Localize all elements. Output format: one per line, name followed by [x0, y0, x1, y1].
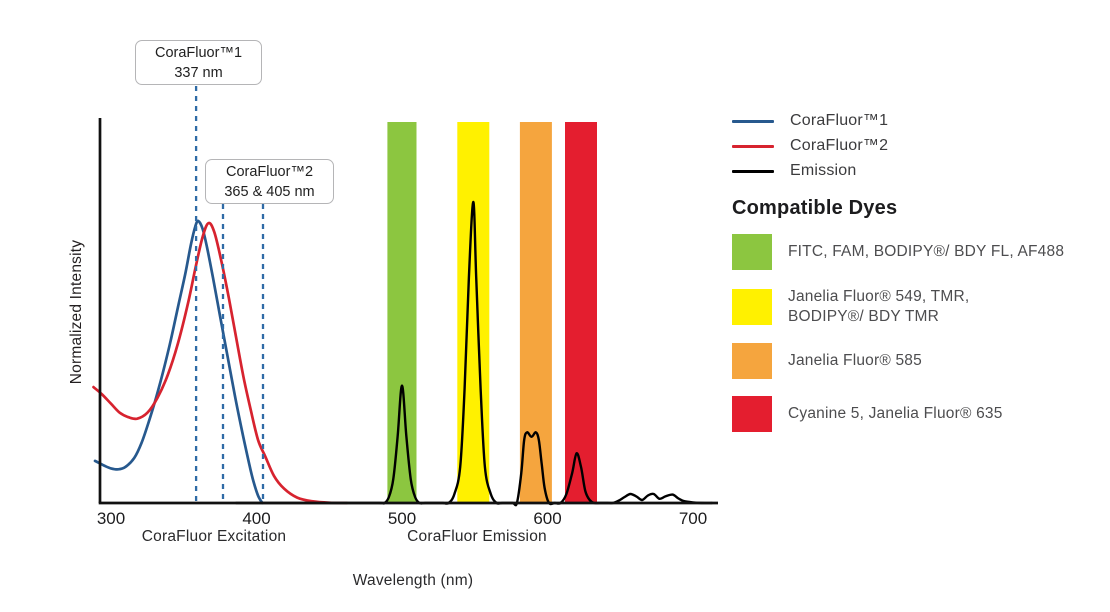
dye-color-swatch-red — [732, 396, 772, 433]
legend-line-emission — [732, 169, 774, 173]
callout-corafluor2-title: CoraFluor™2 — [225, 163, 314, 180]
legend-line-corafluor2 — [732, 144, 774, 148]
dye-row-red: Cyanine 5, Janelia Fluor® 635 — [732, 396, 1104, 433]
x-tick-label: 500 — [388, 509, 416, 528]
dye-row-yellow: Janelia Fluor® 549, TMR, BODIPY®/ BDY TM… — [732, 287, 1104, 326]
emission-filter-band-0 — [387, 122, 417, 503]
callout-corafluor2-wavelength: 365 & 405 nm — [224, 183, 315, 200]
legend-line-corafluor1 — [732, 119, 774, 123]
dye-label-yellow: Janelia Fluor® 549, TMR, BODIPY®/ BDY TM… — [788, 288, 970, 325]
x-tick-label: 300 — [97, 509, 125, 528]
dye-row-orange: Janelia Fluor® 585 — [732, 343, 1104, 380]
callout-corafluor2: CoraFluor™2 365 & 405 nm — [205, 159, 334, 204]
callout-corafluor1-wavelength: 337 nm — [174, 64, 223, 81]
callout-corafluor1-title: CoraFluor™1 — [154, 44, 243, 61]
dye-color-swatch-orange — [732, 343, 772, 380]
dye-label-green: FITC, FAM, BODIPY®/ BDY FL, AF488 — [788, 243, 1065, 261]
dye-label-red: Cyanine 5, Janelia Fluor® 635 — [788, 405, 1003, 423]
emission-axis-caption: CoraFluor Emission — [407, 528, 547, 545]
y-axis-label: Normalized Intensity — [68, 239, 85, 385]
x-tick-label: 700 — [679, 509, 707, 528]
callout-corafluor1: CoraFluor™1 337 nm — [135, 40, 262, 85]
x-axis-label: Wavelength (nm) — [352, 572, 474, 589]
dye-label-orange: Janelia Fluor® 585 — [788, 352, 922, 370]
excitation-curve-corafluor2 — [92, 221, 349, 505]
compatible-dyes-heading: Compatible Dyes — [732, 197, 898, 219]
x-tick-label: 400 — [242, 509, 270, 528]
legend-and-dyes-panel: CoraFluor™1 CoraFluor™2 Emission Compati… — [732, 111, 1104, 449]
legend-item-corafluor1: CoraFluor™1 — [732, 111, 1104, 131]
emission-filter-band-3 — [565, 122, 597, 503]
legend-label-corafluor1: CoraFluor™1 — [790, 112, 889, 129]
legend-label-corafluor2: CoraFluor™2 — [790, 137, 889, 154]
legend-label-emission: Emission — [790, 162, 857, 179]
excitation-axis-caption: CoraFluor Excitation — [141, 528, 287, 545]
excitation-curve-corafluor1 — [93, 219, 264, 505]
legend-item-emission: Emission — [732, 161, 1104, 181]
spectra-chart: 300 400 500 600 700 — [92, 86, 718, 528]
dye-row-green: FITC, FAM, BODIPY®/ BDY FL, AF488 — [732, 234, 1104, 270]
legend-item-corafluor2: CoraFluor™2 — [732, 136, 1104, 156]
emission-curve — [234, 200, 714, 507]
dye-color-swatch-yellow — [732, 288, 772, 325]
dye-color-swatch-green — [732, 234, 772, 270]
x-tick-label: 600 — [533, 509, 561, 528]
